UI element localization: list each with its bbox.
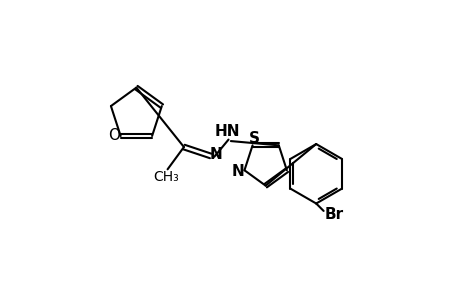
Text: N: N [209, 147, 222, 162]
Text: S: S [248, 131, 259, 146]
Text: HN: HN [214, 124, 239, 139]
Text: O: O [108, 128, 120, 143]
Text: Br: Br [324, 207, 343, 222]
Text: CH₃: CH₃ [153, 170, 179, 184]
Text: N: N [231, 164, 244, 179]
